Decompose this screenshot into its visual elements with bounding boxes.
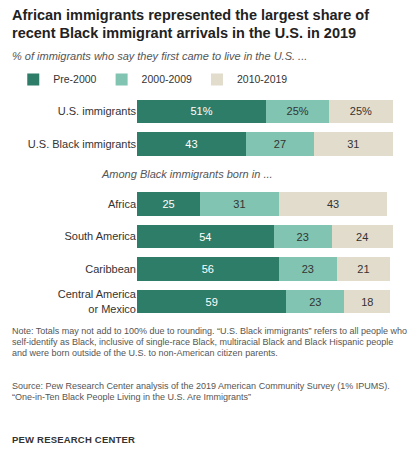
svg-text:23: 23: [309, 296, 321, 308]
svg-text:25: 25: [163, 198, 175, 210]
svg-text:Caribbean: Caribbean: [85, 263, 136, 275]
svg-text:U.S. Black immigrants: U.S. Black immigrants: [28, 138, 137, 150]
svg-text:23: 23: [302, 263, 314, 275]
svg-text:56: 56: [202, 263, 214, 275]
svg-text:24: 24: [356, 231, 368, 243]
svg-text:43: 43: [327, 198, 339, 210]
svg-text:23: 23: [297, 231, 309, 243]
svg-text:18: 18: [361, 296, 373, 308]
svg-text:South America: South America: [64, 230, 136, 242]
html-text:% of immigrants who say they f: % of immigrants who say they first came …: [12, 50, 308, 62]
svg-text:2010-2019: 2010-2019: [237, 73, 287, 85]
svg-text:54: 54: [199, 231, 211, 243]
html-text:Source: Pew Research Center an: Source: Pew Research Center analysis of …: [12, 381, 390, 391]
svg-text:43: 43: [185, 138, 197, 150]
svg-text:31: 31: [233, 198, 245, 210]
svg-text:21: 21: [357, 263, 369, 275]
svg-text:25%: 25%: [287, 105, 309, 117]
svg-text:27: 27: [274, 138, 286, 150]
svg-text:25%: 25%: [350, 105, 372, 117]
svg-text:Africa: Africa: [108, 198, 137, 210]
svg-text:51%: 51%: [190, 105, 212, 117]
svg-text:59: 59: [206, 296, 218, 308]
html-text:African immigrants represented: African immigrants represented the large…: [12, 7, 369, 41]
svg-text:Central Americaor Mexico: Central Americaor Mexico: [58, 288, 137, 314]
svg-text:Pre-2000: Pre-2000: [53, 73, 96, 85]
svg-text:2000-2009: 2000-2009: [142, 73, 192, 85]
html-text:“One-in-Ten Black People Livin: “One-in-Ten Black People Living in the U…: [12, 392, 252, 402]
html-text:Note: Totals may not add to 10: Note: Totals may not add to 100% due to …: [12, 326, 407, 358]
svg-text:Among Black immigrants born in: Among Black immigrants born in ...: [101, 168, 273, 180]
svg-text:31: 31: [347, 138, 359, 150]
html-text:PEW RESEARCH CENTER: PEW RESEARCH CENTER: [12, 434, 136, 445]
svg-text:U.S. immigrants: U.S. immigrants: [58, 105, 137, 117]
